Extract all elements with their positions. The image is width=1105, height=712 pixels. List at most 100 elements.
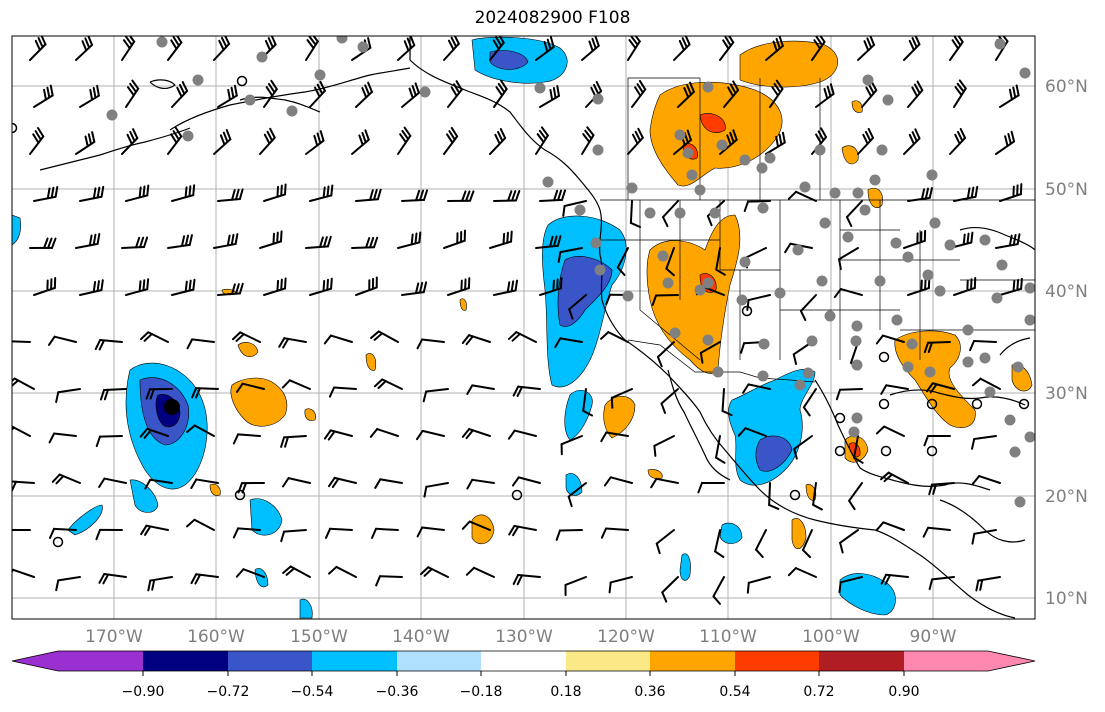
lon-label: 160°W xyxy=(187,627,245,647)
wind-barb xyxy=(324,527,353,539)
wind-barb xyxy=(599,331,629,343)
wind-barb xyxy=(231,331,261,343)
lat-label: 30°N xyxy=(1045,384,1088,404)
station-marker xyxy=(686,169,698,181)
station-marker xyxy=(336,36,348,44)
station-marker xyxy=(906,338,918,350)
lon-label: 130°W xyxy=(495,627,553,647)
wind-barb xyxy=(186,518,215,531)
wind-barb xyxy=(217,282,244,296)
wind-barb xyxy=(535,235,562,249)
station-marker xyxy=(644,207,656,219)
wind-barb xyxy=(323,429,353,441)
wind-barb xyxy=(928,576,955,591)
wind-barb xyxy=(461,520,491,531)
cyclone-center-marker xyxy=(164,399,180,415)
wind-barb xyxy=(191,387,219,399)
wind-barb xyxy=(723,80,740,108)
wind-barb xyxy=(461,334,491,346)
colorbar-segment xyxy=(58,651,143,671)
station-marker xyxy=(622,290,634,302)
station-marker xyxy=(799,181,811,193)
wind-barb xyxy=(259,230,283,249)
wind-barb xyxy=(447,190,475,202)
station-marker xyxy=(876,144,888,156)
wind-barb xyxy=(880,384,909,395)
station-marker xyxy=(984,386,996,398)
station-marker xyxy=(702,81,714,93)
wind-barb xyxy=(305,130,325,155)
colorbar-tick-label: 0.18 xyxy=(550,684,581,700)
station-marker xyxy=(256,51,268,63)
lat-label: 20°N xyxy=(1045,487,1088,507)
colorbar-outline xyxy=(11,650,1036,672)
station-marker xyxy=(534,82,546,94)
wind-barb xyxy=(802,388,817,417)
wind-barb xyxy=(953,276,977,296)
wind-barb xyxy=(922,526,951,538)
wind-barb xyxy=(29,237,57,249)
wind-barb xyxy=(507,429,537,440)
wind-barb xyxy=(600,431,629,443)
station-marker xyxy=(694,284,706,296)
wind-barb xyxy=(765,36,784,61)
wind-barb xyxy=(259,127,276,155)
wind-barb xyxy=(190,478,219,490)
wind-barb xyxy=(714,529,725,558)
wind-barb xyxy=(466,384,495,396)
wind-barb xyxy=(232,433,261,445)
wind-barb xyxy=(969,340,997,352)
colorbar-tick-label: 0.54 xyxy=(719,684,750,700)
wind-barb xyxy=(697,481,725,494)
wind-barb xyxy=(903,36,921,61)
wind-barb xyxy=(712,576,725,605)
wind-barb xyxy=(397,231,422,249)
wind-barb xyxy=(12,340,31,343)
wind-barb xyxy=(535,36,555,61)
wind-barb xyxy=(560,435,583,456)
station-marker-open xyxy=(834,412,846,424)
wind-barb xyxy=(281,379,311,390)
station-marker xyxy=(106,109,118,121)
wind-barb xyxy=(655,529,675,555)
wind-barb xyxy=(835,388,863,401)
wind-barb xyxy=(970,435,997,450)
station-marker xyxy=(944,239,956,251)
wind-barb xyxy=(12,480,35,492)
wind-barb xyxy=(923,341,951,354)
lat-label: 40°N xyxy=(1045,282,1088,302)
wind-barb xyxy=(535,126,549,155)
station-marker-open xyxy=(878,398,890,410)
longitude-labels: 170°W 160°W 150°W 140°W 130°W 120°W 110°… xyxy=(85,627,957,647)
wind-barb xyxy=(567,482,587,508)
station-marker xyxy=(156,36,168,48)
wind-barb xyxy=(12,568,35,578)
station-marker xyxy=(682,147,694,159)
station-markers xyxy=(12,36,1035,548)
station-marker xyxy=(816,275,828,287)
anomaly-region xyxy=(791,518,807,550)
wind-barb xyxy=(838,247,859,271)
wind-barb xyxy=(493,190,521,202)
colorbar-segment xyxy=(735,651,819,671)
anomaly-region xyxy=(209,483,221,496)
wind-barb xyxy=(719,129,738,155)
station-marker xyxy=(542,176,554,188)
wind-barb xyxy=(125,184,150,202)
wind-barb xyxy=(861,80,878,108)
wind-barb xyxy=(235,382,265,393)
colorbar-tick-label: −0.72 xyxy=(207,684,250,700)
wind-barb xyxy=(309,277,333,296)
station-marker xyxy=(994,38,1006,50)
station-marker xyxy=(1014,496,1026,508)
colorbar-segment xyxy=(397,651,481,671)
wind-barb xyxy=(401,82,420,108)
station-marker xyxy=(829,187,841,199)
station-marker xyxy=(996,259,1008,271)
station-marker-open xyxy=(52,536,64,548)
anomaly-region xyxy=(867,187,883,209)
wind-barb xyxy=(903,229,927,249)
wind-barb xyxy=(880,471,909,484)
wind-barb xyxy=(857,127,875,155)
wind-barb xyxy=(507,331,537,343)
